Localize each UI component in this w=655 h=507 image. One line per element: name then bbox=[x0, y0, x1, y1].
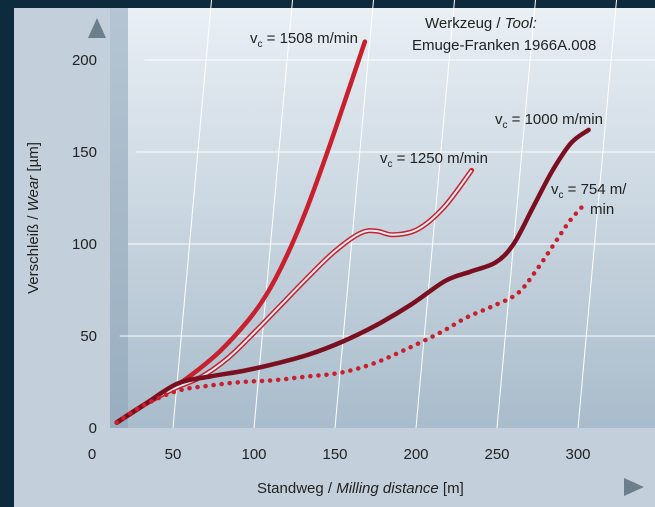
series-line-2-inner bbox=[116, 169, 473, 424]
y-tick-label: 200 bbox=[72, 52, 97, 69]
grid-line-x bbox=[334, 0, 375, 429]
grid-line-x bbox=[253, 0, 294, 429]
series-label-1: vc = 1508 m/min bbox=[250, 30, 358, 50]
x-tick-label: 0 bbox=[88, 446, 96, 463]
x-tick-label: 100 bbox=[241, 446, 266, 463]
series-label-4: vc = 754 m/ bbox=[551, 181, 627, 201]
series-label-2: vc = 1250 m/min bbox=[380, 150, 488, 170]
x-tick-label: 250 bbox=[484, 446, 509, 463]
x-tick-label: 150 bbox=[322, 446, 347, 463]
tool-annotation-line2: Emuge-Franken 1966A.008 bbox=[412, 37, 596, 54]
x-tick-label: 300 bbox=[565, 446, 590, 463]
y-axis-band bbox=[110, 8, 128, 428]
y-tick-label: 150 bbox=[72, 144, 97, 161]
y-axis-label: Verschleiß / Wear [µm] bbox=[25, 142, 42, 294]
series-lines bbox=[114, 39, 591, 425]
x-tick-label: 50 bbox=[165, 446, 182, 463]
series-label-3: vc = 1000 m/min bbox=[495, 111, 603, 131]
series-labels: vc = 1508 m/min vc = 1250 m/min vc = 1000 … bbox=[250, 30, 627, 218]
series-line-4 bbox=[114, 204, 584, 425]
grid-line-x bbox=[496, 0, 537, 429]
grid-lines bbox=[119, 0, 655, 429]
grid-line-x bbox=[415, 0, 456, 429]
series-line-3 bbox=[114, 127, 591, 425]
x-axis-arrow-icon bbox=[624, 478, 644, 496]
y-tick-label: 50 bbox=[80, 328, 97, 345]
y-tick-label: 100 bbox=[72, 236, 97, 253]
plot-area bbox=[110, 8, 655, 428]
x-axis-label: Standweg / Milling distance [m] bbox=[257, 480, 464, 497]
grid-line-x bbox=[577, 0, 618, 429]
x-tick-label: 200 bbox=[403, 446, 428, 463]
grid-line-x bbox=[172, 0, 213, 429]
y-axis-arrow-icon bbox=[88, 18, 106, 38]
y-tick-label: 0 bbox=[89, 420, 97, 437]
series-label-4-line2: min bbox=[590, 201, 614, 218]
tool-annotation-line1: Werkzeug / Tool: bbox=[425, 15, 537, 32]
tick-labels: 0 50 100 150 200 250 300 0 50 100 150 200 bbox=[72, 52, 591, 463]
